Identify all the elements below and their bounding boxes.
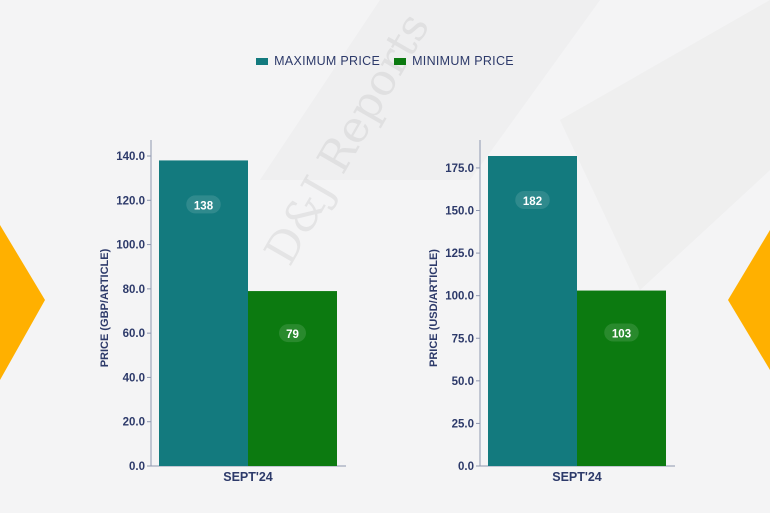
y-tick-label: 50.0 xyxy=(452,376,474,388)
legend: MAXIMUM PRICE MINIMUM PRICE xyxy=(0,54,770,68)
y-tick-label: 120.0 xyxy=(116,195,145,207)
bg-stripe xyxy=(260,0,600,180)
y-tick-label: 20.0 xyxy=(123,417,145,429)
y-tick-label: 125.0 xyxy=(445,248,474,260)
data-label-bg xyxy=(279,324,306,343)
y-tick-label: 75.0 xyxy=(452,333,474,345)
y-tick-label: 0.0 xyxy=(129,461,145,473)
y-tick-label: 0.0 xyxy=(458,461,474,473)
y-axis-label: PRICE (USD/ARTICLE) xyxy=(428,249,440,367)
right-accent-shape xyxy=(728,230,770,370)
y-tick-label: 100.0 xyxy=(116,240,145,252)
data-label-bg xyxy=(604,323,639,342)
y-tick-label: 140.0 xyxy=(116,151,145,163)
legend-label-min: MINIMUM PRICE xyxy=(412,54,514,68)
y-tick-label: 80.0 xyxy=(123,284,145,296)
left-accent-shape xyxy=(0,225,45,380)
legend-item-max: MAXIMUM PRICE xyxy=(256,54,380,68)
bar-minimum xyxy=(248,291,337,466)
legend-item-min: MINIMUM PRICE xyxy=(394,54,514,68)
legend-label-max: MAXIMUM PRICE xyxy=(274,54,381,68)
legend-swatch-min xyxy=(394,57,407,65)
data-label: 138 xyxy=(194,200,214,212)
x-tick-label: SEPT'24 xyxy=(223,470,273,484)
data-label: 103 xyxy=(612,329,631,341)
y-tick-label: 40.0 xyxy=(123,372,145,384)
data-label-bg xyxy=(186,195,221,214)
data-label-bg xyxy=(515,191,550,209)
y-tick-label: 175.0 xyxy=(445,163,474,175)
legend-swatch-max xyxy=(256,57,269,65)
bg-stripe xyxy=(560,0,770,290)
y-tick-label: 60.0 xyxy=(123,328,145,340)
y-tick-label: 25.0 xyxy=(452,418,474,430)
bar-minimum xyxy=(577,290,666,466)
y-tick-label: 100.0 xyxy=(445,291,474,303)
y-tick-label: 150.0 xyxy=(445,206,474,218)
y-axis-label: PRICE (GBP/ARTICLE) xyxy=(99,248,111,367)
bar-maximum xyxy=(488,156,577,466)
bar-maximum xyxy=(159,160,248,466)
data-label: 182 xyxy=(523,196,542,208)
data-label: 79 xyxy=(286,329,299,341)
x-tick-label: SEPT'24 xyxy=(552,470,602,484)
